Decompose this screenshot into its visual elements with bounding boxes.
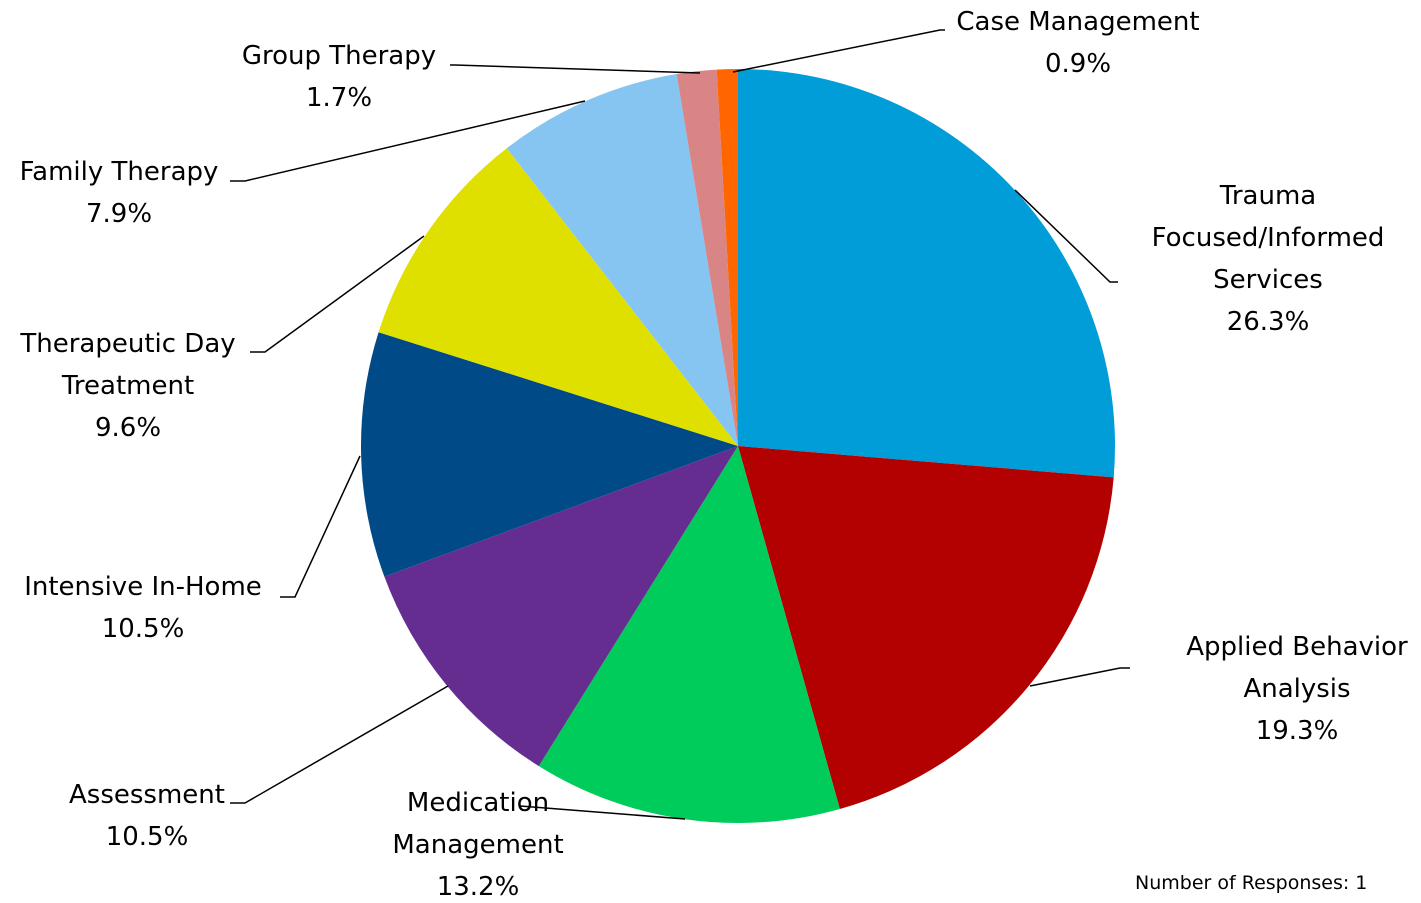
value-label: 26.3% [1226, 307, 1310, 337]
value-label: 19.3% [1255, 716, 1339, 746]
slice-label: Medication Management 13.2% [373, 782, 583, 903]
slice-label: Assessment 10.5% [47, 774, 247, 858]
slice-label: Therapeutic Day Treatment 9.6% [3, 323, 253, 449]
value-label: 13.2% [436, 872, 520, 902]
slice [676, 69, 738, 446]
leader-line [230, 685, 449, 804]
value-label: 10.5% [105, 822, 189, 852]
category-label: Applied Behavior Analysis [1186, 632, 1408, 704]
leader-line [519, 805, 686, 820]
category-label: Assessment [69, 780, 225, 810]
leader-line [1029, 667, 1130, 687]
slice-label: Group Therapy 1.7% [219, 35, 459, 119]
slices [361, 69, 1115, 823]
leader-line [250, 235, 425, 353]
leader-line [230, 100, 586, 182]
category-label: Case Management [956, 7, 1200, 37]
value-label: 1.7% [305, 83, 373, 113]
slice [716, 69, 738, 446]
slice [361, 332, 738, 577]
value-label: 7.9% [85, 199, 153, 229]
category-label: Group Therapy [241, 41, 437, 71]
note: Number of Responses: 1 [1135, 872, 1368, 894]
category-label: Intensive In-Home [24, 572, 262, 602]
slice [738, 69, 1115, 478]
category-label: Therapeutic Day Treatment [20, 329, 236, 401]
slice [738, 446, 1114, 809]
leader-lines [230, 29, 1130, 820]
leader-line [280, 455, 361, 598]
value-label: 9.6% [94, 413, 162, 443]
slice-label: Applied Behavior Analysis 19.3% [1167, 626, 1421, 752]
slice [506, 74, 738, 447]
slice-label: Intensive In-Home 10.5% [0, 566, 293, 650]
category-label: Family Therapy [19, 157, 219, 187]
slice [538, 446, 840, 823]
slice [384, 446, 738, 767]
slice-label: Trauma Focused/Informed Services 26.3% [1143, 175, 1393, 343]
category-label: Medication Management [392, 788, 564, 860]
leader-line [1014, 189, 1118, 283]
value-label: 0.9% [1044, 49, 1112, 79]
slice-label: Case Management 0.9% [928, 1, 1228, 85]
category-label: Trauma Focused/Informed Services [1151, 181, 1385, 295]
leader-line [450, 64, 701, 74]
slice [378, 148, 738, 446]
slice-label: Family Therapy 7.9% [0, 151, 239, 235]
leader-line [732, 29, 945, 73]
value-label: 10.5% [101, 614, 185, 644]
